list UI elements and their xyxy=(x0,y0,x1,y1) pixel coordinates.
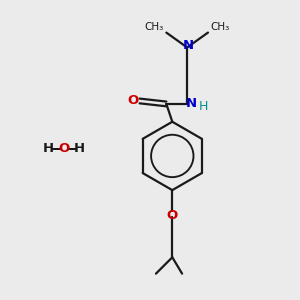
Text: H: H xyxy=(199,100,208,113)
Text: H: H xyxy=(74,142,85,155)
Text: CH₃: CH₃ xyxy=(145,22,164,32)
Text: N: N xyxy=(185,97,197,110)
Text: H: H xyxy=(43,142,54,155)
Text: N: N xyxy=(183,40,194,52)
Text: O: O xyxy=(128,94,139,107)
Text: O: O xyxy=(58,142,69,155)
Text: CH₃: CH₃ xyxy=(210,22,230,32)
Text: O: O xyxy=(167,209,178,222)
